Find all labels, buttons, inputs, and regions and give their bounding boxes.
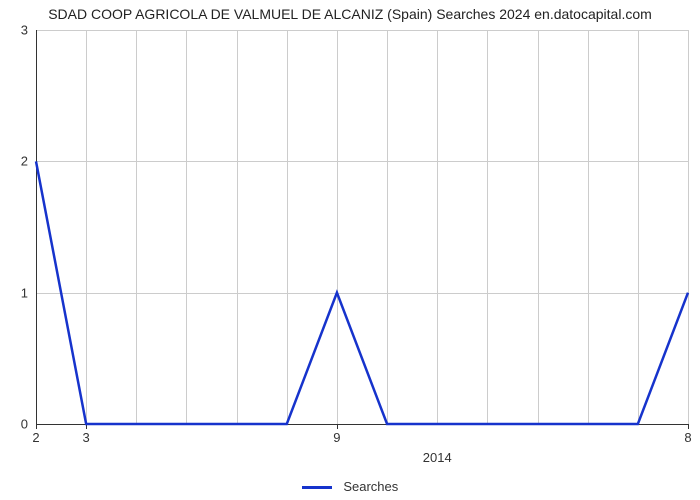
plot-area: 012323982014 <box>36 30 688 424</box>
legend-label: Searches <box>343 479 398 494</box>
y-tick-label: 1 <box>21 285 28 300</box>
x-secondary-label: 2014 <box>423 450 452 465</box>
y-tick-label: 3 <box>21 23 28 38</box>
x-tick-label: 9 <box>333 430 340 445</box>
y-tick-label: 0 <box>21 417 28 432</box>
x-tick-label: 2 <box>32 430 39 445</box>
gridline-vertical <box>688 30 689 424</box>
y-tick-label: 2 <box>21 154 28 169</box>
legend: Searches <box>0 479 700 494</box>
series-line <box>36 30 688 424</box>
x-tick-mark <box>337 424 338 429</box>
x-tick-label: 8 <box>684 430 691 445</box>
chart-container: SDAD COOP AGRICOLA DE VALMUEL DE ALCANIZ… <box>0 0 700 500</box>
x-tick-label: 3 <box>83 430 90 445</box>
x-tick-mark <box>688 424 689 429</box>
chart-title: SDAD COOP AGRICOLA DE VALMUEL DE ALCANIZ… <box>0 6 700 22</box>
legend-swatch <box>302 486 332 489</box>
x-tick-mark <box>36 424 37 429</box>
